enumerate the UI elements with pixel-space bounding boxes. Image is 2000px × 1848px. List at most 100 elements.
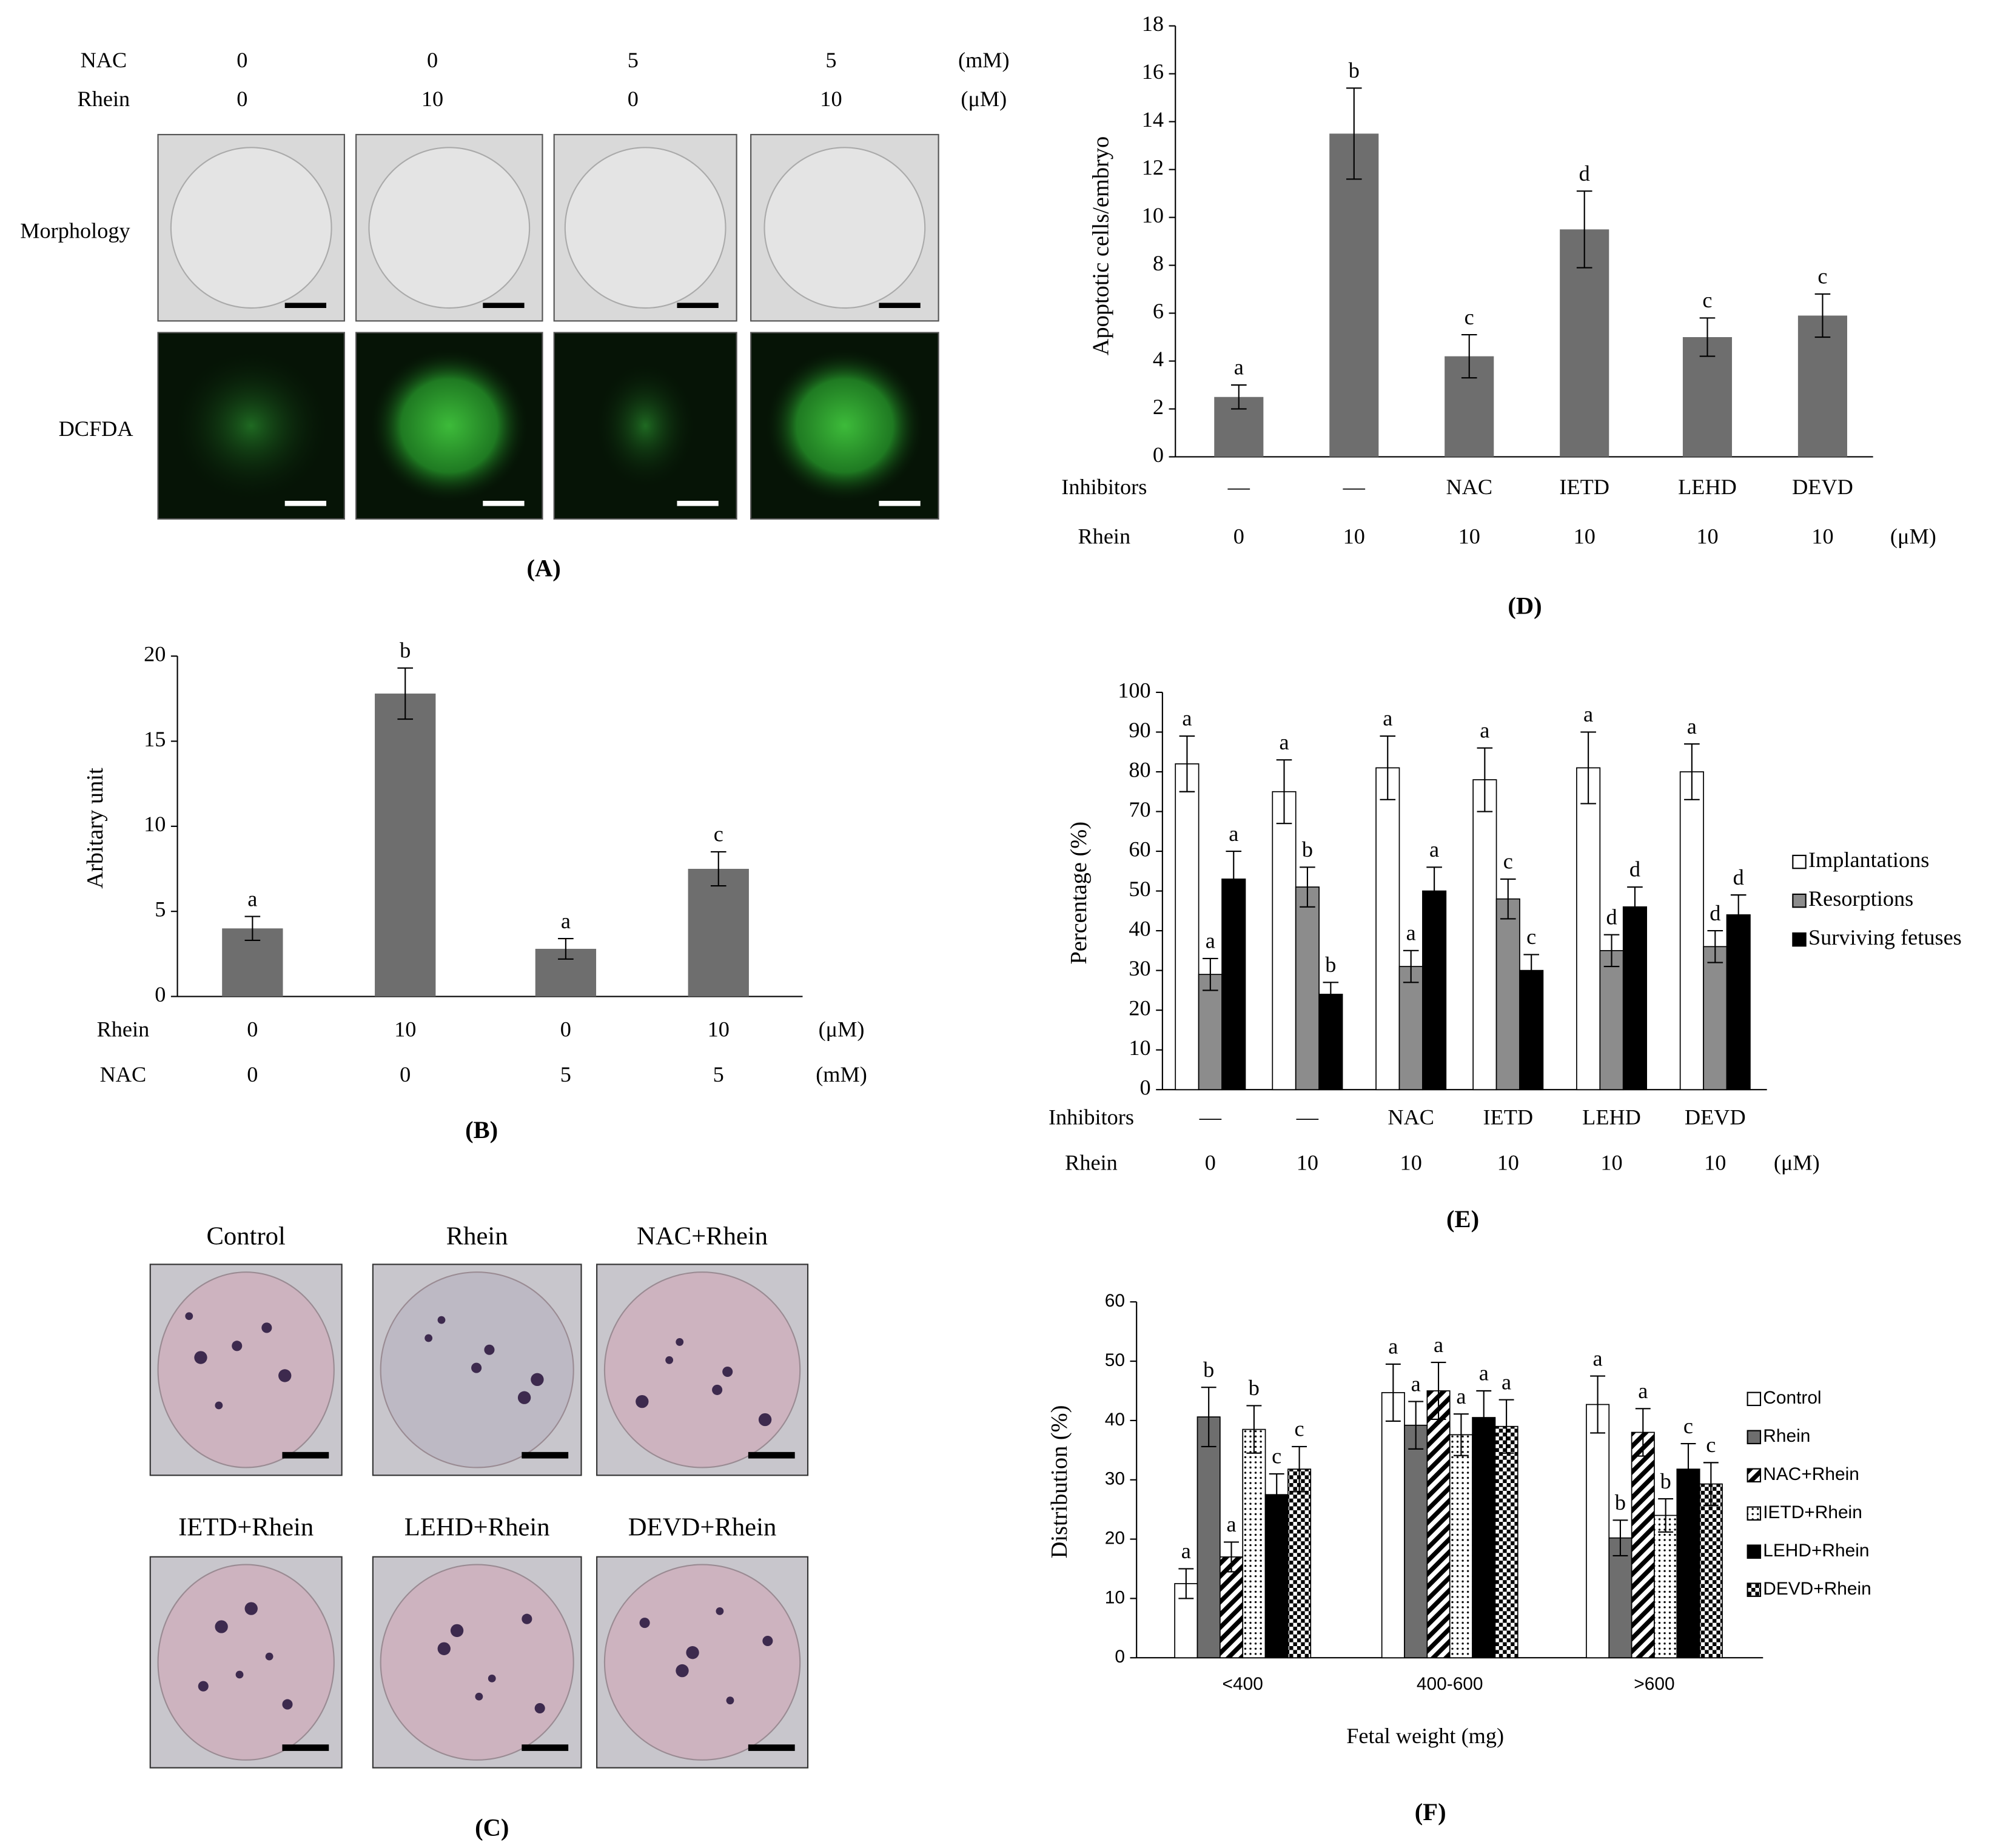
row-value: 10 [1704,1150,1726,1174]
bar [1703,946,1728,1091]
row-value: NAC [1446,475,1492,499]
embryo [603,1271,801,1468]
image-title: LEHD+Rhein [404,1513,550,1542]
significance-letter: b [1249,1376,1260,1400]
significance-letter: c [1526,925,1536,949]
y-tick-label: 0 [155,982,166,1006]
bar [1599,950,1624,1091]
scale-bar [522,1451,569,1459]
legend-swatch [1747,1430,1762,1445]
stain [437,1642,451,1655]
error-bar [1684,743,1700,800]
significance-letter: b [1660,1469,1671,1493]
error-bar [1323,982,1339,1007]
significance-letter: a [1687,714,1697,738]
y-tick-label: 2 [1153,395,1164,419]
row-label: Rhein [97,1017,150,1041]
bar [1519,969,1544,1091]
significance-letter: a [1406,921,1416,945]
significance-letter: c [1683,1414,1693,1438]
row-value: IETD [1483,1105,1533,1130]
y-tick-label: 20 [144,641,166,666]
bar [1175,763,1200,1091]
bar [1287,1468,1312,1659]
error-bar [1814,293,1831,338]
panel-label: (A) [526,555,560,582]
y-tick-label: 20 [1129,996,1150,1020]
y-tick-label: 0 [1153,443,1164,467]
y-tick-label: 60 [1129,837,1150,861]
x-axis-label: Fetal weight (mg) [1346,1724,1504,1748]
significance-letter: a [561,909,571,933]
significance-letter: c [714,822,723,846]
error-bar [1431,1361,1446,1421]
significance-letter: d [1733,865,1744,889]
bar [1676,1468,1700,1659]
stain [278,1369,292,1382]
row-unit: (mM) [958,48,1010,72]
bar [1422,890,1447,1091]
stain [676,1338,684,1346]
stain [534,1702,545,1714]
significance-letter: b [1349,58,1360,82]
row-value: 0 [1205,1150,1216,1174]
error-bar [1590,1375,1606,1434]
error-bar [1680,1443,1696,1496]
y-tick-label: 40 [1129,916,1150,940]
fluorescence [170,348,332,504]
y-tick-label: 50 [1129,877,1150,901]
stain [639,1618,650,1629]
embryo [380,1564,574,1761]
error-bar [244,916,261,941]
error-bar [558,938,574,960]
legend-swatch [1747,1391,1762,1407]
significance-letter: a [1479,1361,1489,1385]
significance-letter: a [1383,706,1392,731]
error-bar [1269,1473,1284,1516]
stain [235,1670,244,1679]
y-tick-label: 10 [1142,203,1164,227]
bar [1196,1416,1221,1659]
significance-letter: d [1710,901,1720,925]
row-value: — [1227,475,1250,499]
bar [1295,886,1320,1091]
row-value: DEVD [1685,1105,1746,1130]
significance-letter: a [1583,702,1593,726]
stain [716,1607,724,1615]
panel-label: (D) [1508,592,1542,620]
error-bar [1346,87,1362,180]
significance-letter: d [1579,161,1590,186]
bar [1494,1425,1518,1659]
row-label: Rhein [1078,524,1131,548]
error-bar [1246,1405,1262,1454]
x-tick-label: <400 [1223,1674,1263,1694]
legend-label: Control [1763,1388,1821,1408]
row-value: — [1296,1105,1319,1130]
bar [1797,315,1847,457]
row-value: DEVD [1792,475,1853,499]
scale-bar [748,1744,795,1751]
panel-label: (F) [1415,1798,1446,1826]
bar [1449,1434,1473,1659]
significance-letter: a [1429,837,1439,862]
scale-bar [284,303,327,308]
error-bar [1300,866,1315,908]
significance-letter: a [1502,1370,1511,1394]
error-bar [1408,1401,1424,1450]
legend-label: LEHD+Rhein [1763,1541,1869,1561]
fluorescence [593,361,697,490]
scale-bar [284,501,327,506]
error-bar [1658,1498,1674,1533]
row-value: 10 [1497,1150,1519,1174]
legend-label: Surviving fetuses [1808,925,1962,949]
embryo [157,1564,335,1761]
panel-label: (E) [1446,1205,1479,1233]
legend-label: DEVD+Rhein [1763,1579,1871,1599]
y-tick-label: 70 [1129,797,1150,822]
significance-letter: a [1181,1539,1191,1563]
stain [475,1692,483,1701]
row-value: 0 [427,48,438,72]
significance-letter: c [1706,1433,1716,1457]
y-axis-label: Apoptotic cells/embryo [1089,136,1114,356]
row-unit: (μM) [1774,1150,1820,1174]
